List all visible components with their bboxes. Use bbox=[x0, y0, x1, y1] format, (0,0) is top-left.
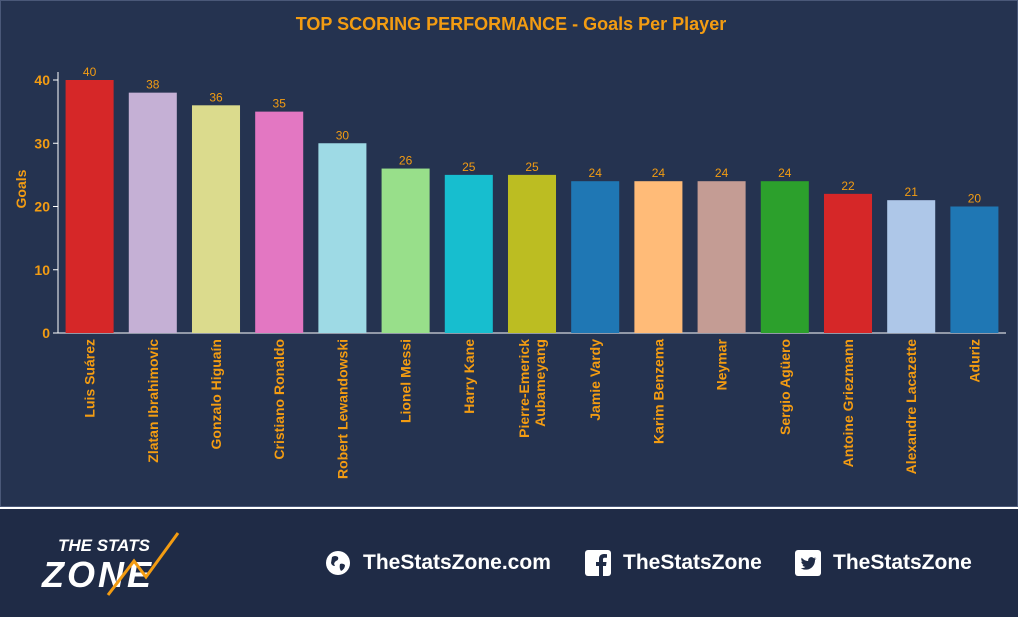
chart-panel: TOP SCORING PERFORMANCE - Goals Per Play… bbox=[0, 0, 1018, 507]
x-tick-label: Sergio Agüero bbox=[777, 339, 793, 435]
bar-value-label: 35 bbox=[273, 97, 287, 111]
bar bbox=[634, 181, 683, 333]
bar bbox=[697, 181, 746, 333]
bar-value-label: 20 bbox=[968, 192, 982, 206]
bar-value-label: 24 bbox=[652, 166, 666, 180]
x-tick-label: Zlatan Ibrahimovic bbox=[145, 339, 161, 463]
bar bbox=[381, 168, 430, 333]
y-tick-label: 40 bbox=[34, 72, 50, 88]
bar bbox=[760, 181, 809, 333]
bar bbox=[65, 80, 114, 333]
x-tick-label: Pierre-EmerickAubameyang bbox=[516, 339, 548, 438]
globe-icon bbox=[326, 551, 350, 575]
bar bbox=[318, 143, 367, 333]
twitter-icon bbox=[795, 550, 821, 576]
twitter-text: TheStatsZone bbox=[833, 551, 972, 574]
y-tick-label: 10 bbox=[34, 262, 50, 278]
website-link[interactable]: TheStatsZone.com bbox=[325, 550, 551, 576]
facebook-link[interactable]: TheStatsZone bbox=[585, 550, 762, 576]
x-tick-label: Aduriz bbox=[966, 339, 982, 383]
x-tick-label: Jamie Vardy bbox=[587, 339, 603, 421]
y-tick-label: 20 bbox=[34, 199, 50, 215]
logo-text-top: THE STATS bbox=[58, 536, 151, 555]
bar-value-label: 26 bbox=[399, 154, 413, 168]
bar-value-label: 40 bbox=[83, 65, 97, 79]
x-tick-label: Luis Suárez bbox=[82, 339, 98, 418]
logo-swoosh bbox=[106, 532, 180, 596]
x-tick-label: Harry Kane bbox=[461, 339, 477, 414]
bar bbox=[571, 181, 620, 333]
y-tick-label: 30 bbox=[34, 135, 50, 151]
bar-value-label: 38 bbox=[146, 78, 160, 92]
bar bbox=[887, 200, 936, 333]
bar bbox=[950, 206, 999, 333]
x-tick-label: Cristiano Ronaldo bbox=[271, 339, 287, 460]
facebook-icon bbox=[585, 550, 611, 576]
x-tick-label: Antoine Griezmann bbox=[840, 339, 856, 467]
bar bbox=[128, 92, 177, 334]
y-axis-label: Goals bbox=[13, 169, 29, 208]
bar-value-label: 25 bbox=[462, 160, 476, 174]
bar-value-label: 21 bbox=[905, 185, 919, 199]
x-tick-label: Robert Lewandowski bbox=[334, 339, 350, 479]
x-tick-label: Neymar bbox=[714, 338, 730, 390]
bar bbox=[823, 193, 873, 333]
bar bbox=[507, 174, 557, 333]
x-tick-label: Alexandre Lacazette bbox=[903, 339, 919, 475]
x-tick-label: Lionel Messi bbox=[398, 339, 414, 423]
bar-value-label: 22 bbox=[841, 179, 855, 193]
bar-chart: TOP SCORING PERFORMANCE - Goals Per Play… bbox=[13, 14, 1006, 479]
bar-value-label: 25 bbox=[525, 160, 539, 174]
twitter-link[interactable]: TheStatsZone bbox=[795, 550, 972, 576]
bar bbox=[191, 105, 241, 333]
bar bbox=[444, 174, 493, 333]
bar bbox=[255, 111, 304, 333]
chart-title: TOP SCORING PERFORMANCE - Goals Per Play… bbox=[296, 14, 726, 34]
plot-area: 0 10 20 30 40 40 Luis Suárez 38 Zlatan Ibrahimov… bbox=[34, 65, 1006, 479]
bar-value-label: 36 bbox=[209, 90, 223, 104]
facebook-text: TheStatsZone bbox=[623, 551, 762, 574]
bar-value-label: 30 bbox=[336, 128, 350, 142]
y-tick-label: 0 bbox=[42, 325, 50, 341]
logo-text-bottom: ZONE bbox=[41, 554, 154, 595]
x-tick-label: Karim Benzema bbox=[650, 339, 666, 444]
bar-value-label: 24 bbox=[589, 166, 603, 180]
x-tick-label: Gonzalo Higuaín bbox=[208, 339, 224, 449]
footer: THE STATS ZONE TheStatsZone.com TheStats… bbox=[0, 509, 1018, 617]
bar-value-label: 24 bbox=[778, 166, 792, 180]
bar-value-label: 24 bbox=[715, 166, 729, 180]
stats-zone-logo[interactable]: THE STATS ZONE bbox=[38, 529, 218, 609]
footer-divider bbox=[0, 507, 1018, 509]
website-text: TheStatsZone.com bbox=[363, 551, 551, 574]
